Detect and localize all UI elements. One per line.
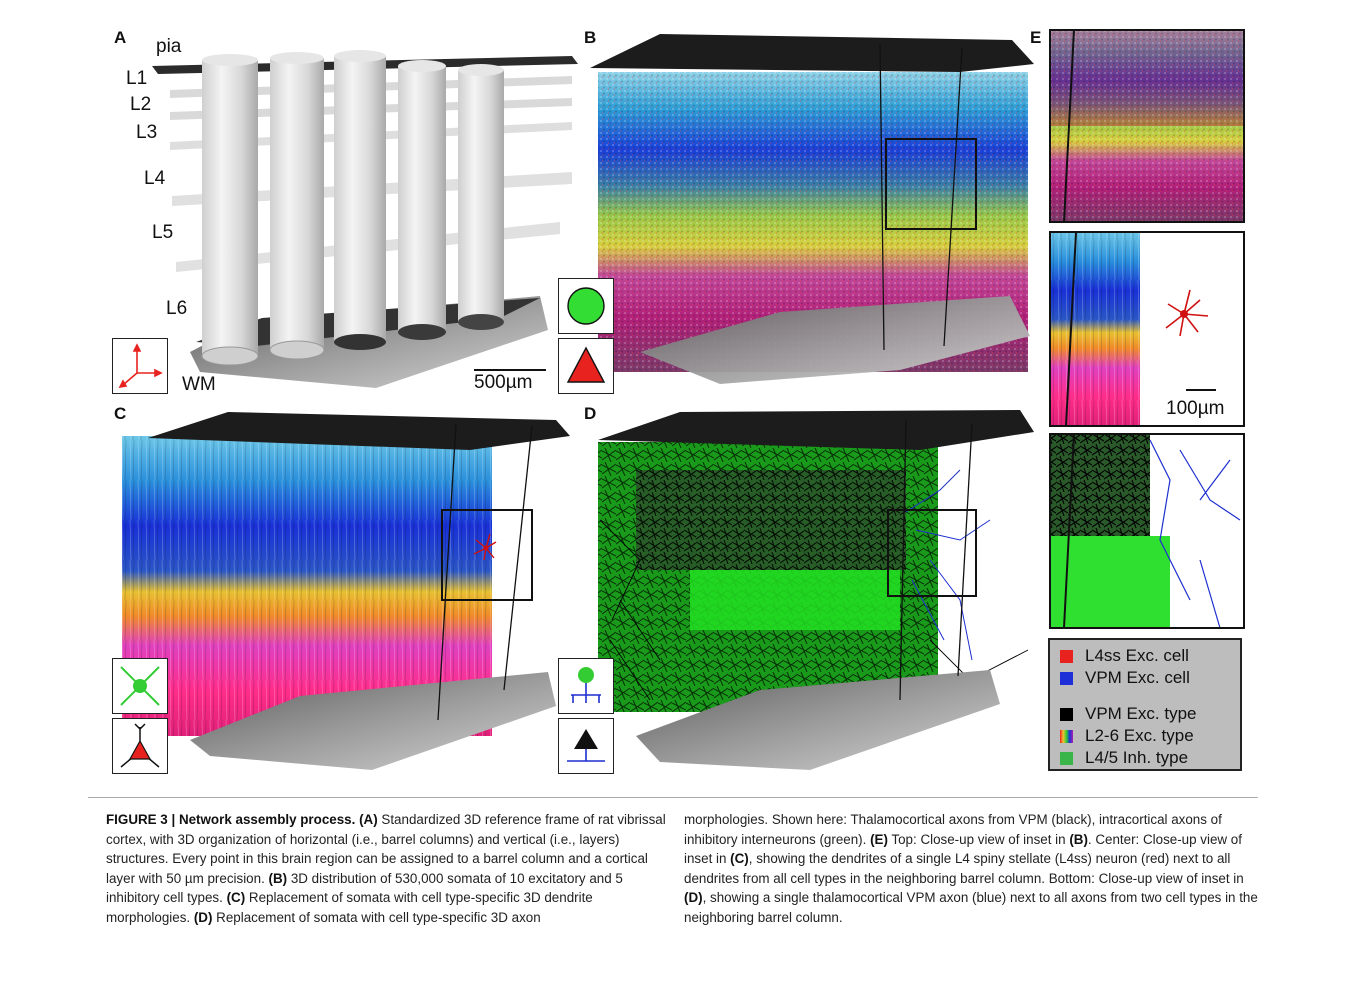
dendrite-exc-icon xyxy=(112,718,168,774)
axon-exc-icon xyxy=(558,718,614,774)
dendrite-inh-icon xyxy=(112,658,168,714)
legend-swatch xyxy=(1060,671,1073,685)
caption-text-right-2: Top: Close-up view of inset in xyxy=(887,831,1070,847)
caption-text-d: Replacement of somata with cell type-spe… xyxy=(212,909,541,925)
panel-letter-b: B xyxy=(584,28,597,47)
caption-text-c: Replacement of somata with cell type-spe… xyxy=(106,890,593,925)
caption-left-column: FIGURE 3 | Network assembly process. (A)… xyxy=(106,810,676,928)
legend-swatch xyxy=(1060,707,1073,721)
panel-letter-e: E xyxy=(1030,28,1042,47)
legend-label: L4ss Exc. cell xyxy=(1085,646,1189,665)
panel-e-bottom xyxy=(1049,433,1245,629)
panel-letter-a: A xyxy=(114,28,127,47)
legend-item-l45-inh: L4/5 Inh. type xyxy=(1060,748,1188,768)
caption-tag-b: (B) xyxy=(268,870,288,886)
layer-label-pia: pia xyxy=(156,36,182,57)
figure-caption: FIGURE 3 | Network assembly process. (A)… xyxy=(88,797,1258,983)
layer-label-l4: L4 xyxy=(144,168,166,189)
caption-right-column: morphologies. Shown here: Thalamocortica… xyxy=(684,810,1258,928)
figure-graphics xyxy=(122,29,1245,770)
legend-item-vpm-type: VPM Exc. type xyxy=(1060,704,1196,724)
legend-item-l4ss: L4ss Exc. cell xyxy=(1060,646,1189,666)
scalebar-inset-label: 100µm xyxy=(1166,398,1225,419)
caption-text-right-1: morphologies. Shown here: Thalamocortica… xyxy=(684,812,1222,847)
caption-text-b: 3D distribution of 530,000 somata of 10 … xyxy=(106,870,623,906)
panel-c-graphic xyxy=(122,412,570,770)
panel-e-top xyxy=(1049,29,1245,223)
layer-label-l1: L1 xyxy=(126,68,148,89)
caption-tag-d: (D) xyxy=(193,909,213,925)
layer-label-l5: L5 xyxy=(152,222,174,243)
caption-text-right-4: , showing the dendrites of a single L4 s… xyxy=(684,851,1244,886)
legend-item-l26-type: L2-6 Exc. type xyxy=(1060,726,1194,746)
caption-ref-d: (D) xyxy=(684,890,703,906)
axes-icon xyxy=(112,338,168,394)
caption-label: FIGURE 3 | Network assembly process. xyxy=(106,812,356,827)
panel-b-graphic xyxy=(590,34,1034,384)
caption-tag-e: (E) xyxy=(870,831,888,847)
legend-item-vpm-cell: VPM Exc. cell xyxy=(1060,668,1190,688)
layer-label-wm: WM xyxy=(182,374,216,395)
legend-label: L2-6 Exc. type xyxy=(1085,726,1194,745)
legend-box: L4ss Exc. cell VPM Exc. cell VPM Exc. ty… xyxy=(1048,638,1242,771)
legend-swatch xyxy=(1060,649,1073,663)
panel-letter-d: D xyxy=(584,404,597,423)
soma-triangle-icon xyxy=(558,338,614,394)
caption-text-right-5: , showing a single thalamocortical VPM a… xyxy=(684,890,1258,925)
scalebar-main-label: 500µm xyxy=(474,372,533,393)
panel-e-center xyxy=(1049,231,1245,427)
caption-text-a: Standardized 3D reference frame of rat v… xyxy=(106,812,666,886)
layer-label-l2: L2 xyxy=(130,94,152,115)
legend-swatch xyxy=(1060,729,1073,743)
caption-tag-c: (C) xyxy=(226,890,246,906)
axon-inh-icon xyxy=(558,658,614,714)
legend-label: L4/5 Inh. type xyxy=(1085,748,1189,767)
legend-swatch xyxy=(1060,751,1073,765)
panel-letter-c: C xyxy=(114,404,127,423)
panel-d-graphic xyxy=(598,410,1034,770)
soma-circle-icon xyxy=(558,278,614,334)
layer-label-l3: L3 xyxy=(136,122,158,143)
caption-ref-b: (B) xyxy=(1069,831,1088,847)
legend-label: VPM Exc. type xyxy=(1085,704,1197,723)
layer-label-l6: L6 xyxy=(166,298,188,319)
caption-text-right-3: . Center: Close-up view of inset in xyxy=(684,831,1242,867)
panel-a-graphic xyxy=(152,50,578,388)
legend-label: VPM Exc. cell xyxy=(1085,668,1190,687)
caption-ref-c: (C) xyxy=(730,851,749,867)
caption-tag-a: (A) xyxy=(359,812,378,827)
